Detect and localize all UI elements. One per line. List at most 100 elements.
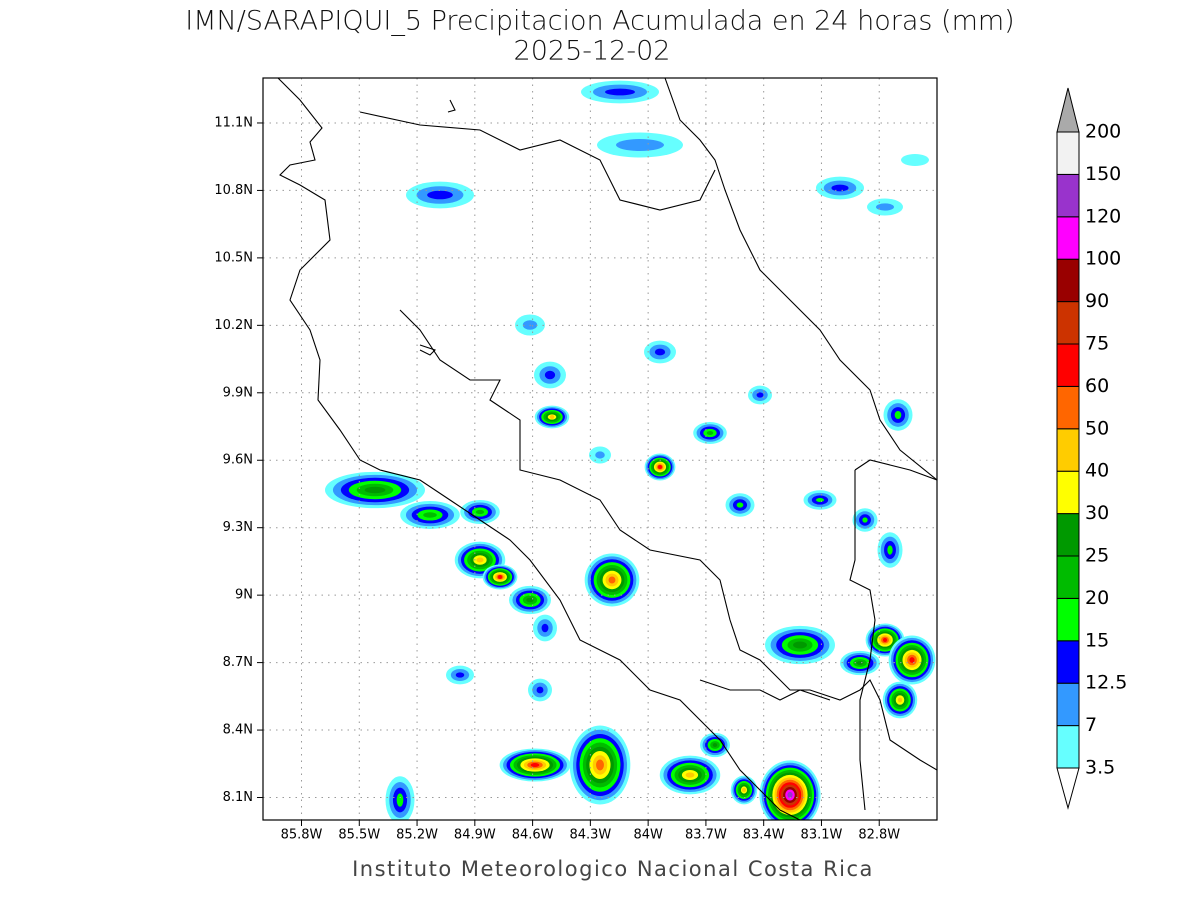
x-tick-label: 83.1W xyxy=(801,828,843,843)
colorbar-box xyxy=(1056,343,1080,387)
rain-cell xyxy=(364,486,386,494)
rain-cell xyxy=(742,788,746,792)
rain-cell xyxy=(423,512,437,518)
colorbar-box xyxy=(1056,597,1080,642)
rain-cell xyxy=(712,743,718,747)
colorbar-box xyxy=(1056,470,1080,515)
rain-cell xyxy=(901,154,929,166)
colorbar-label: 200 xyxy=(1085,121,1121,143)
colorbar-box xyxy=(1056,428,1080,472)
y-tick-label: 10.5N xyxy=(214,250,253,265)
rain-cell xyxy=(608,576,616,584)
x-tick-label: 85.5W xyxy=(338,828,380,843)
coastlines xyxy=(277,78,937,820)
map-frame xyxy=(262,77,938,821)
colorbar-box xyxy=(1056,682,1080,727)
rain-cell xyxy=(831,184,849,192)
rain-cell xyxy=(887,545,893,555)
y-tick-label: 9.9N xyxy=(223,385,253,400)
colorbar-label: 50 xyxy=(1085,417,1109,439)
rain-cell xyxy=(787,791,793,799)
rain-cell xyxy=(526,597,534,603)
colorbar-label: 7 xyxy=(1085,714,1097,736)
colorbar: 3.5 7 12.5 15 20 25 30 40 50 60 75 90 100 120 150 200 xyxy=(1056,87,1127,810)
y-tick-label: 9.3N xyxy=(223,520,253,535)
rain-cell xyxy=(856,661,864,665)
colorbar-label: 3.5 xyxy=(1085,757,1115,779)
rain-cell xyxy=(498,575,502,579)
rain-cell xyxy=(541,623,549,633)
x-tick-label: 85.2W xyxy=(396,828,438,843)
y-tick-label: 9N xyxy=(235,588,253,603)
colorbar-label: 75 xyxy=(1085,333,1109,355)
colorbar-label: 100 xyxy=(1085,248,1121,270)
x-tick-label: 83.7W xyxy=(685,828,727,843)
y-tick-label: 10.8N xyxy=(214,183,253,198)
footer: Instituto Meteorologico Nacional Costa R… xyxy=(352,857,874,881)
axes: 85.8W 85.5W 85.2W 84.9W 84.6W 84.3W 84W 83.7W 83… xyxy=(214,115,900,842)
x-tick-label: 84.9W xyxy=(454,828,496,843)
rain-cell xyxy=(530,763,540,767)
colorbar-label: 60 xyxy=(1085,375,1109,397)
x-tick-label: 84W xyxy=(633,828,663,843)
rain-cell xyxy=(476,557,484,563)
x-tick-label: 82.8W xyxy=(858,828,900,843)
rain-cell xyxy=(909,657,915,663)
rain-cell xyxy=(876,203,894,211)
rain-cell xyxy=(685,772,695,778)
rain-cell xyxy=(736,502,744,508)
x-tick-label: 83.4W xyxy=(743,828,785,843)
colorbar-label: 40 xyxy=(1085,460,1109,482)
colorbar-box xyxy=(1056,640,1080,684)
subtitle: 2025-12-02 xyxy=(514,36,671,67)
colorbar-label: 90 xyxy=(1085,290,1109,312)
rain-cell xyxy=(883,638,887,642)
colorbar-box xyxy=(1056,173,1080,218)
colorbar-box xyxy=(1056,513,1080,557)
grid xyxy=(263,78,937,820)
colorbar-box xyxy=(1056,301,1080,345)
rain-cell xyxy=(793,641,807,649)
colorbar-label: 150 xyxy=(1085,163,1121,185)
rain-cell xyxy=(756,392,764,398)
y-tick-label: 11.1N xyxy=(214,115,253,130)
rain-cell xyxy=(897,697,903,703)
rain-cell xyxy=(455,672,465,678)
rain-cell xyxy=(396,793,404,807)
rain-cell xyxy=(596,759,604,771)
colorbar-above xyxy=(1056,87,1080,133)
colorbar-box xyxy=(1056,131,1080,175)
rain-cell xyxy=(475,509,485,515)
colorbar-below xyxy=(1056,767,1080,810)
rain-cell xyxy=(427,190,453,200)
rain-cell xyxy=(536,686,544,694)
colorbar-box xyxy=(1056,258,1080,303)
y-tick-label: 8.4N xyxy=(223,723,253,738)
y-tick-label: 8.1N xyxy=(223,790,253,805)
rain-cell xyxy=(616,139,664,151)
rain-cell xyxy=(816,498,824,502)
rain-cell xyxy=(894,411,902,419)
colorbar-label: 20 xyxy=(1085,587,1109,609)
colorbar-box xyxy=(1056,216,1080,260)
x-tick-label: 84.3W xyxy=(569,828,611,843)
y-tick-label: 8.7N xyxy=(223,655,253,670)
x-tick-label: 85.8W xyxy=(281,828,323,843)
colorbar-box xyxy=(1056,385,1080,430)
rain-cell xyxy=(658,465,662,469)
x-tick-label: 84.6W xyxy=(512,828,554,843)
colorbar-label: 120 xyxy=(1085,205,1121,227)
colorbar-label: 15 xyxy=(1085,629,1109,651)
colorbar-label: 25 xyxy=(1085,545,1109,567)
colorbar-label: 30 xyxy=(1085,502,1109,524)
y-tick-label: 9.6N xyxy=(223,453,253,468)
rain-cell xyxy=(706,431,714,435)
rain-cell xyxy=(595,451,605,459)
rain-cell xyxy=(549,415,555,419)
rain-cell xyxy=(862,517,868,523)
colorbar-box xyxy=(1056,555,1080,599)
rain-cell xyxy=(654,348,666,356)
rain-cell xyxy=(605,88,635,96)
